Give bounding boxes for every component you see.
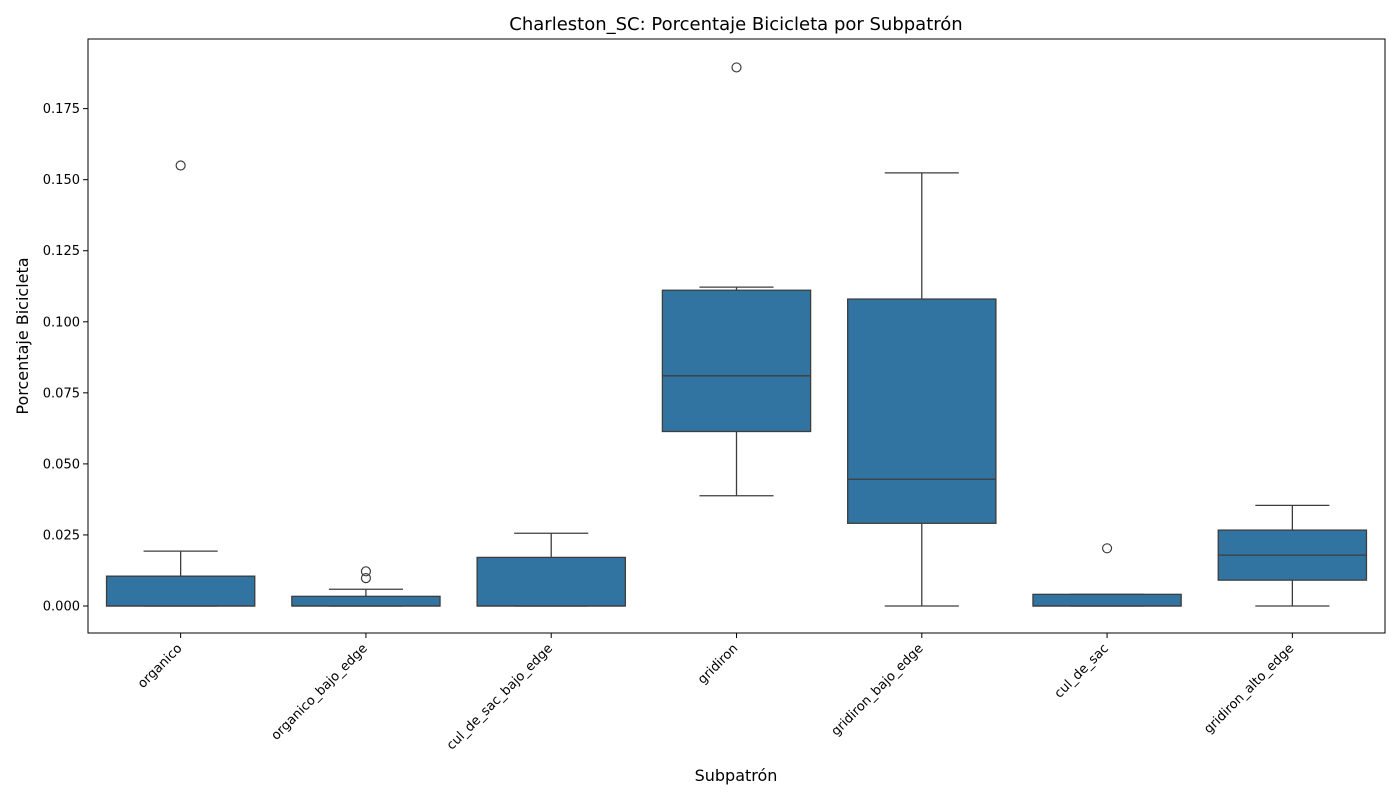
x-tick-label: gridiron_alto_edge [1201,641,1297,737]
y-tick-label: 0.000 [43,600,80,615]
y-axis-label: Porcentaje Bicicleta [13,257,32,414]
x-tick-label: gridiron_bajo_edge [829,641,927,739]
plot-area: 0.000 0.025 0.050 0.075 0.100 0.125 0.150 0.175… [43,62,1368,753]
y-tick-label: 0.075 [43,386,80,401]
y-tick-label: 0.050 [43,457,80,472]
outlier-point [360,573,372,584]
outlier-point [175,160,186,171]
x-axis-label: Subpatrón [695,766,778,785]
y-tick-label: 0.150 [43,173,80,188]
x-tick-label: gridiron [695,641,741,687]
chart-title: Charleston_SC: Porcentaje Bicicleta por … [509,14,962,35]
box-iqr [1032,593,1182,607]
plot-frame [87,38,1386,634]
y-tick-label: 0.125 [43,244,80,259]
y-tick-label: 0.175 [43,102,80,117]
y-tick-label: 0.025 [43,528,80,543]
x-tick-label: organico_bajo_edge [269,641,371,743]
box-iqr [476,556,626,607]
x-tick-label: cul_de_sac_bajo_edge [444,641,556,753]
x-tick-label: cul_de_sac [1052,641,1112,701]
box-iqr [291,595,441,607]
box-iqr [105,575,256,607]
outlier-point [1101,543,1113,554]
y-tick-label: 0.100 [43,315,80,330]
box-iqr [661,289,812,433]
outlier-point [731,62,742,73]
x-tick-label: organico [135,641,185,691]
outlier-point [360,566,372,577]
box-iqr [847,298,997,524]
